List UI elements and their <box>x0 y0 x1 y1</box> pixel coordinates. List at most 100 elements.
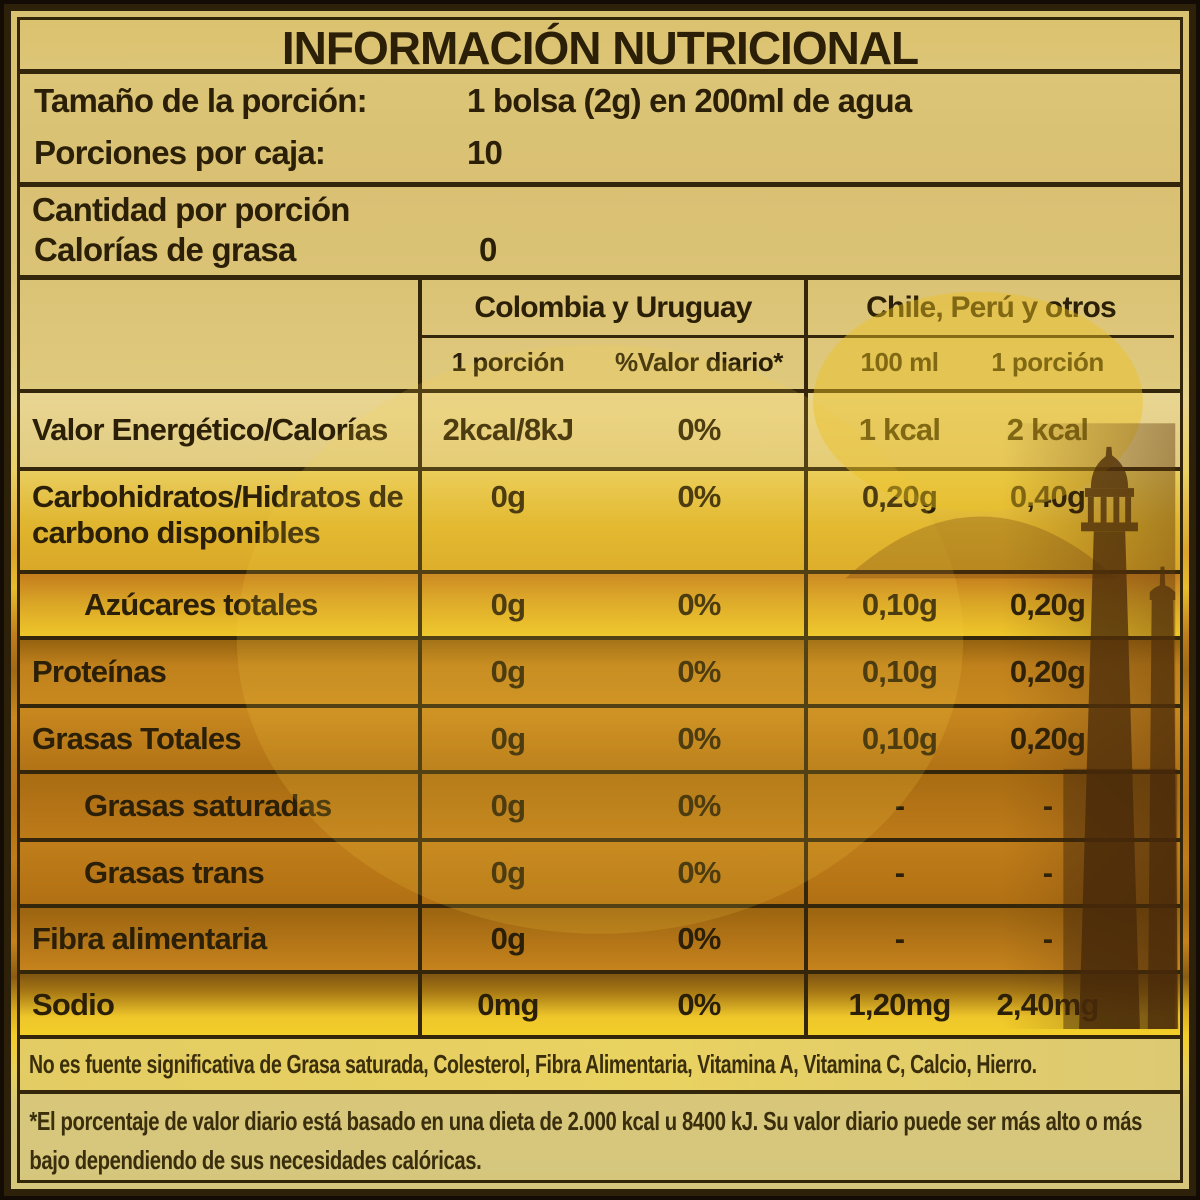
table-row-sodium: Sodio 0mg 0% 1,20mg 2,40mg <box>20 974 1180 1039</box>
serving-section: Tamaño de la porción: 1 bolsa (2g) en 20… <box>20 74 1180 187</box>
row-value: 0% <box>677 721 721 756</box>
row-values-colombia: 0g 0% <box>418 908 804 970</box>
row-value: 1,20mg <box>848 986 951 1022</box>
row-values-chile: - - <box>804 908 1174 970</box>
column-header: 1 porción <box>991 346 1104 377</box>
row-label: Sodio <box>32 986 115 1022</box>
row-label: Valor Energético/Calorías <box>32 412 388 448</box>
row-label: Proteínas <box>32 654 167 690</box>
row-values-chile: 0,10g 0,20g <box>804 640 1174 704</box>
row-value: 0,20g <box>1009 654 1086 689</box>
amount-per-serving-section: Cantidad por porción Calorías de grasa 0 <box>20 187 1180 280</box>
row-label: Carbohidratos/Hidratos de carbono dispon… <box>32 479 404 550</box>
row-value: 0,10g <box>861 654 938 689</box>
row-value: 0,10g <box>861 587 938 622</box>
row-label: Azúcares totales <box>84 587 318 623</box>
region-label: Colombia y Uruguay <box>422 280 804 338</box>
region-group-chile-peru: Chile, Perú y otros 100 ml 1 porción <box>804 280 1174 389</box>
row-value: 0% <box>677 855 721 890</box>
row-value: 0g <box>490 855 526 890</box>
table-header: Colombia y Uruguay 1 porción %Valor diar… <box>20 280 1180 393</box>
row-values-chile: 1 kcal 2 kcal <box>804 393 1174 467</box>
amount-per-serving-heading: Cantidad por porción <box>32 191 350 228</box>
row-value: 0g <box>490 479 526 514</box>
serving-size-value: 1 bolsa (2g) en 200ml de agua <box>467 82 912 119</box>
row-value: - <box>1042 855 1053 890</box>
row-value: 0,20g <box>861 479 938 514</box>
table-row-trans-fat: Grasas trans 0g 0% - - <box>20 842 1180 908</box>
table-row-saturated-fat: Grasas saturadas 0g 0% - - <box>20 774 1180 842</box>
row-label: Grasas saturadas <box>84 788 332 824</box>
row-value: 2,40mg <box>996 986 1099 1022</box>
label-inner-frame: INFORMACIÓN NUTRICIONAL Tamaño de la por… <box>17 17 1183 1183</box>
fat-calories-row: Calorías de grasa 0 <box>20 229 1180 273</box>
row-value: 0,20g <box>1009 721 1086 756</box>
row-value: 0% <box>677 412 721 447</box>
row-values-chile: 1,20mg 2,40mg <box>804 974 1174 1035</box>
row-value: 2kcal/8kJ <box>442 412 575 447</box>
region-subcolumns: 100 ml 1 porción <box>808 338 1174 386</box>
footer-note-section: No es fuente significativa de Grasa satu… <box>20 1039 1180 1094</box>
table-row-proteins: Proteínas 0g 0% 0,10g 0,20g <box>20 640 1180 708</box>
row-value: 0g <box>490 654 526 689</box>
row-value: 0g <box>490 788 526 823</box>
row-value: 0% <box>677 479 721 514</box>
title-section: INFORMACIÓN NUTRICIONAL <box>20 20 1180 74</box>
row-values-chile: 0,10g 0,20g <box>804 574 1174 636</box>
table-row-carbohydrates: Carbohidratos/Hidratos de carbono dispon… <box>20 471 1180 574</box>
row-value: - <box>894 788 905 823</box>
row-value: 0% <box>677 986 721 1022</box>
row-values-colombia: 0g 0% <box>418 574 804 636</box>
servings-per-box-value: 10 <box>467 134 503 171</box>
column-header: 100 ml <box>860 346 939 377</box>
footer-note: No es fuente significativa de Grasa satu… <box>29 1049 1037 1079</box>
header-empty-cell <box>20 280 418 389</box>
row-value: 0g <box>490 587 526 622</box>
row-values-colombia: 0mg 0% <box>418 974 804 1035</box>
column-header: %Valor diario* <box>615 346 783 377</box>
row-value: 0g <box>490 721 526 756</box>
servings-per-box-label: Porciones por caja: <box>34 134 326 171</box>
nutrition-label: INFORMACIÓN NUTRICIONAL Tamaño de la por… <box>4 4 1196 1196</box>
row-value: - <box>894 855 905 890</box>
row-values-colombia: 0g 0% <box>418 471 804 570</box>
row-values-colombia: 0g 0% <box>418 640 804 704</box>
fat-calories-label: Calorías de grasa <box>34 231 296 268</box>
region-subcolumns: 1 porción %Valor diario* <box>422 338 804 386</box>
fat-calories-value: 0 <box>479 231 497 268</box>
row-label: Fibra alimentaria <box>32 921 267 957</box>
region-group-colombia-uruguay: Colombia y Uruguay 1 porción %Valor diar… <box>418 280 804 389</box>
row-value: 0% <box>677 921 721 956</box>
page-title: INFORMACIÓN NUTRICIONAL <box>281 22 919 74</box>
table-row-energy: Valor Energético/Calorías 2kcal/8kJ 0% 1… <box>20 393 1180 471</box>
serving-size-label: Tamaño de la porción: <box>34 82 368 119</box>
row-value: 0,40g <box>1009 479 1086 514</box>
footnote-section: *El porcentaje de valor diario está basa… <box>20 1094 1180 1175</box>
daily-value-footnote: *El porcentaje de valor diario está basa… <box>29 1106 1142 1175</box>
table-row-dietary-fiber: Fibra alimentaria 0g 0% - - <box>20 908 1180 974</box>
row-label: Grasas trans <box>84 855 265 891</box>
row-value: 1 kcal <box>858 412 941 447</box>
row-value: - <box>1042 788 1053 823</box>
row-value: 0,10g <box>861 721 938 756</box>
row-values-colombia: 2kcal/8kJ 0% <box>418 393 804 467</box>
row-values-chile: - - <box>804 774 1174 838</box>
row-value: - <box>894 921 905 956</box>
row-value: 0mg <box>477 986 539 1022</box>
table-row-total-fat: Grasas Totales 0g 0% 0,10g 0,20g <box>20 708 1180 774</box>
column-header: 1 porción <box>451 346 565 377</box>
row-values-colombia: 0g 0% <box>418 708 804 770</box>
row-value: 0% <box>677 587 721 622</box>
row-value: - <box>1042 921 1053 956</box>
row-values-colombia: 0g 0% <box>418 842 804 904</box>
row-values-chile: 0,20g 0,40g <box>804 471 1174 570</box>
servings-per-box-row: Porciones por caja: 10 <box>20 126 1180 178</box>
region-label: Chile, Perú y otros <box>808 280 1174 338</box>
row-value: 0% <box>677 654 721 689</box>
row-value: 0g <box>490 921 526 956</box>
serving-size-row: Tamaño de la porción: 1 bolsa (2g) en 20… <box>20 74 1180 126</box>
row-values-chile: - - <box>804 842 1174 904</box>
row-value: 0,20g <box>1009 587 1086 622</box>
row-values-chile: 0,10g 0,20g <box>804 708 1174 770</box>
